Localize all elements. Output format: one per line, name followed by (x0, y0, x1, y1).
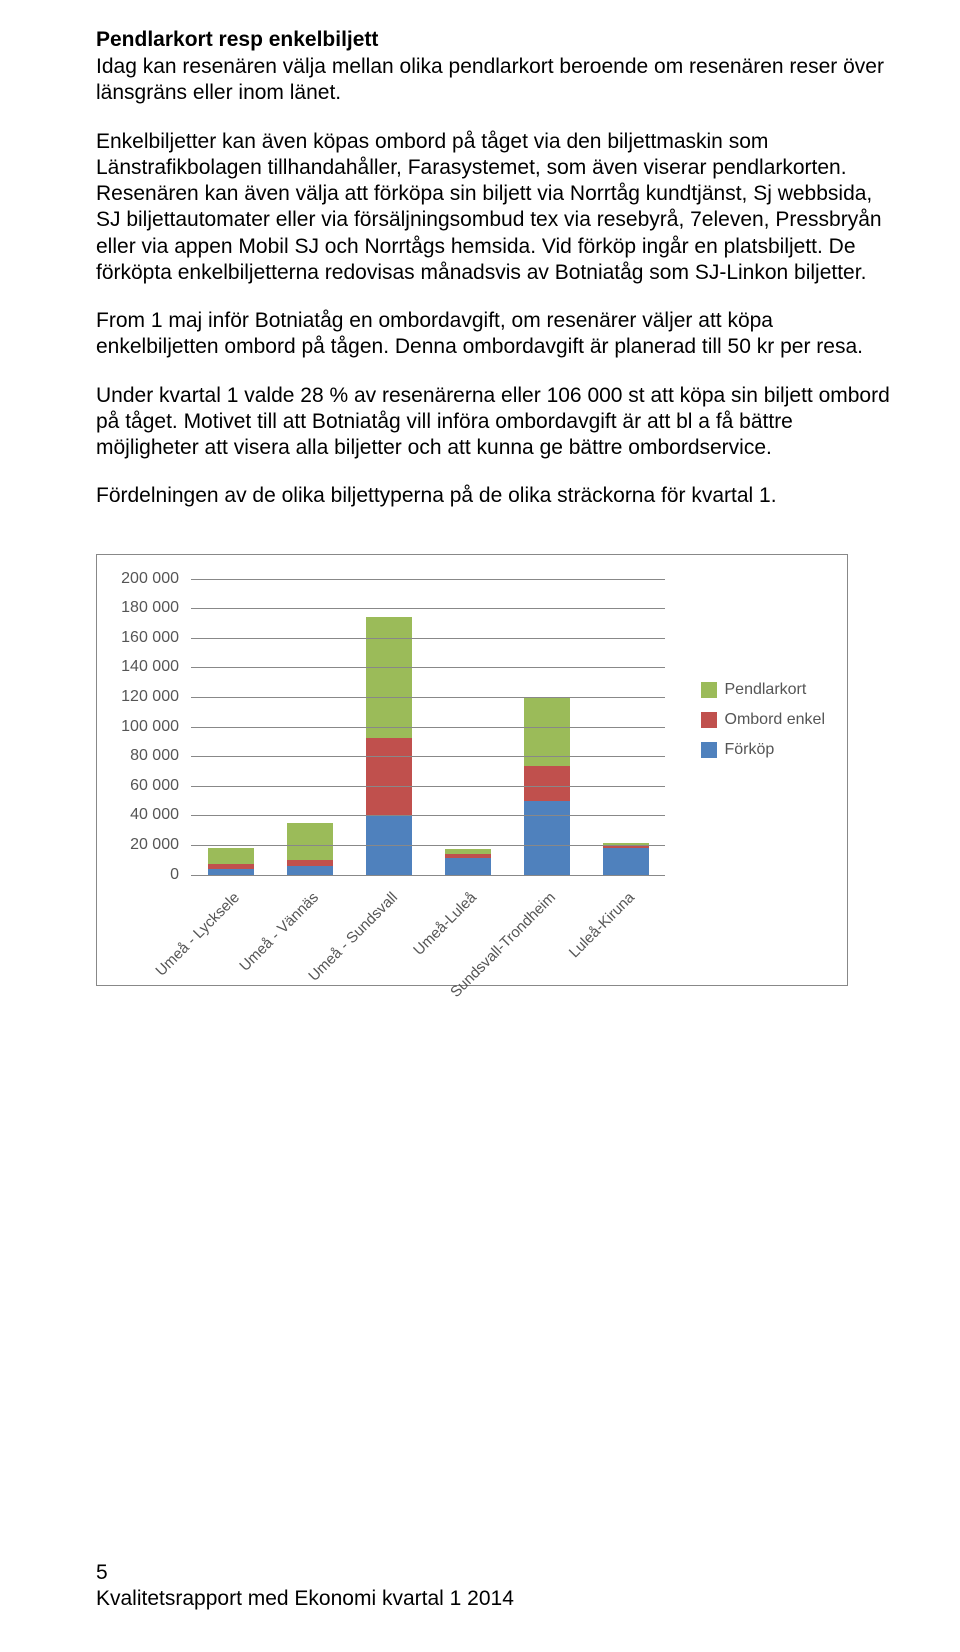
chart-bar-segment (287, 866, 333, 875)
chart-bar-segment (445, 854, 491, 858)
chart-gridline (191, 579, 665, 580)
chart-y-tick-label: 120 000 (121, 688, 179, 706)
chart-y-tick-label: 60 000 (130, 777, 179, 795)
chart-bar-segment (603, 848, 649, 875)
chart-y-tick-label: 20 000 (130, 836, 179, 854)
paragraph-4: Under kvartal 1 valde 28 % av resenärern… (96, 383, 890, 462)
chart-legend: Pendlarkort Ombord enkel Förköp (701, 681, 826, 771)
legend-swatch-icon (701, 682, 717, 698)
paragraph-3: From 1 maj inför Botniatåg en ombordavgi… (96, 308, 890, 361)
legend-swatch-icon (701, 742, 717, 758)
chart-legend-item: Förköp (701, 741, 826, 759)
chart-gridline (191, 697, 665, 698)
chart-gridline (191, 608, 665, 609)
chart-x-axis: Umeå - LyckseleUmeå - VännäsUmeå - Sunds… (191, 885, 665, 979)
ticket-type-chart: 0 20 000 40 000 60 000 80 000 100 000 120 000 1… (96, 554, 848, 986)
page-number: 5 (96, 1560, 514, 1586)
legend-label: Förköp (725, 741, 775, 759)
chart-x-tick-label: Luleå-Kiruna (565, 889, 637, 961)
chart-bar-segment (366, 617, 412, 738)
chart-y-tick-label: 80 000 (130, 747, 179, 765)
chart-plot-area (191, 579, 665, 875)
footer-line: Kvalitetsrapport med Ekonomi kvartal 1 2… (96, 1586, 514, 1612)
paragraph-1: Idag kan resenären välja mellan olika pe… (96, 54, 890, 107)
chart-gridline (191, 727, 665, 728)
page: Pendlarkort resp enkelbiljett Idag kan r… (0, 0, 960, 1652)
chart-legend-item: Pendlarkort (701, 681, 826, 699)
chart-y-axis: 020 00040 00060 00080 000100 000120 0001… (109, 579, 185, 875)
chart-x-tick-label: Umeå - Lycksele (152, 889, 243, 980)
chart-bar-segment (445, 858, 491, 874)
section-heading: Pendlarkort resp enkelbiljett (96, 28, 890, 52)
chart-bar-segment (287, 860, 333, 866)
chart-bar-segment (287, 823, 333, 860)
chart-bar-segment (208, 864, 254, 868)
chart-gridline (191, 815, 665, 816)
chart-gridline (191, 786, 665, 787)
chart-gridline (191, 638, 665, 639)
paragraph-5: Fördelningen av de olika biljettyperna p… (96, 483, 890, 509)
chart-legend-item: Ombord enkel (701, 711, 826, 729)
legend-label: Ombord enkel (725, 711, 826, 729)
chart-y-tick-label: 180 000 (121, 599, 179, 617)
chart-y-tick-label: 160 000 (121, 629, 179, 647)
chart-y-tick-label: 100 000 (121, 718, 179, 736)
page-footer: 5 Kvalitetsrapport med Ekonomi kvartal 1… (96, 1560, 514, 1613)
chart-gridline (191, 875, 665, 876)
chart-bar-segment (445, 849, 491, 853)
chart-y-tick-label: 0 (170, 866, 179, 884)
paragraph-2: Enkelbiljetter kan även köpas ombord på … (96, 129, 890, 287)
chart-bar-segment (208, 848, 254, 864)
chart-x-tick-label: Umeå-Luleå (410, 889, 480, 959)
chart-bar-segment (524, 801, 570, 875)
chart-bar-segment (524, 766, 570, 800)
chart-bar-segment (366, 738, 412, 815)
chart-gridline (191, 845, 665, 846)
chart-y-tick-label: 140 000 (121, 658, 179, 676)
chart-gridline (191, 756, 665, 757)
chart-x-tick-label: Umeå - Vännäs (236, 889, 322, 975)
chart-y-tick-label: 40 000 (130, 806, 179, 824)
legend-label: Pendlarkort (725, 681, 807, 699)
chart-gridline (191, 667, 665, 668)
legend-swatch-icon (701, 712, 717, 728)
chart-y-tick-label: 200 000 (121, 570, 179, 588)
